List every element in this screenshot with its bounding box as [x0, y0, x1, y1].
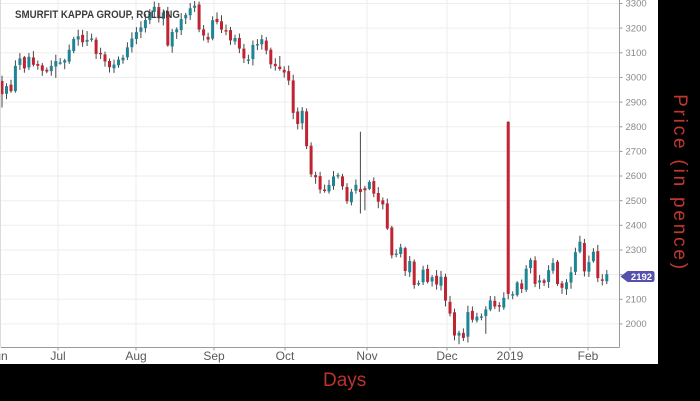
svg-text:Oct: Oct [276, 349, 295, 363]
svg-text:Jul: Jul [50, 349, 65, 363]
svg-text:Nov: Nov [356, 349, 377, 363]
svg-text:Jun: Jun [0, 349, 8, 363]
svg-text:2300: 2300 [626, 245, 647, 256]
svg-text:2019: 2019 [497, 349, 524, 363]
svg-text:2900: 2900 [626, 97, 647, 108]
svg-text:3300: 3300 [626, 0, 647, 10]
svg-text:2100: 2100 [626, 295, 647, 306]
svg-text:Sep: Sep [203, 349, 225, 363]
svg-text:Feb: Feb [578, 349, 599, 363]
svg-text:3200: 3200 [626, 23, 647, 34]
svg-text:3000: 3000 [626, 73, 647, 84]
svg-text:2000: 2000 [626, 319, 647, 330]
svg-text:Dec: Dec [436, 349, 457, 363]
svg-text:Aug: Aug [125, 349, 146, 363]
svg-text:2400: 2400 [626, 221, 647, 232]
svg-text:2700: 2700 [626, 147, 647, 158]
svg-text:2192: 2192 [631, 272, 652, 283]
svg-text:2500: 2500 [626, 196, 647, 207]
svg-text:2800: 2800 [626, 122, 647, 133]
svg-text:SMURFIT KAPPA GROUP, ROLLING: SMURFIT KAPPA GROUP, ROLLING [15, 9, 180, 21]
svg-text:3100: 3100 [626, 48, 647, 59]
svg-text:2600: 2600 [626, 171, 647, 182]
